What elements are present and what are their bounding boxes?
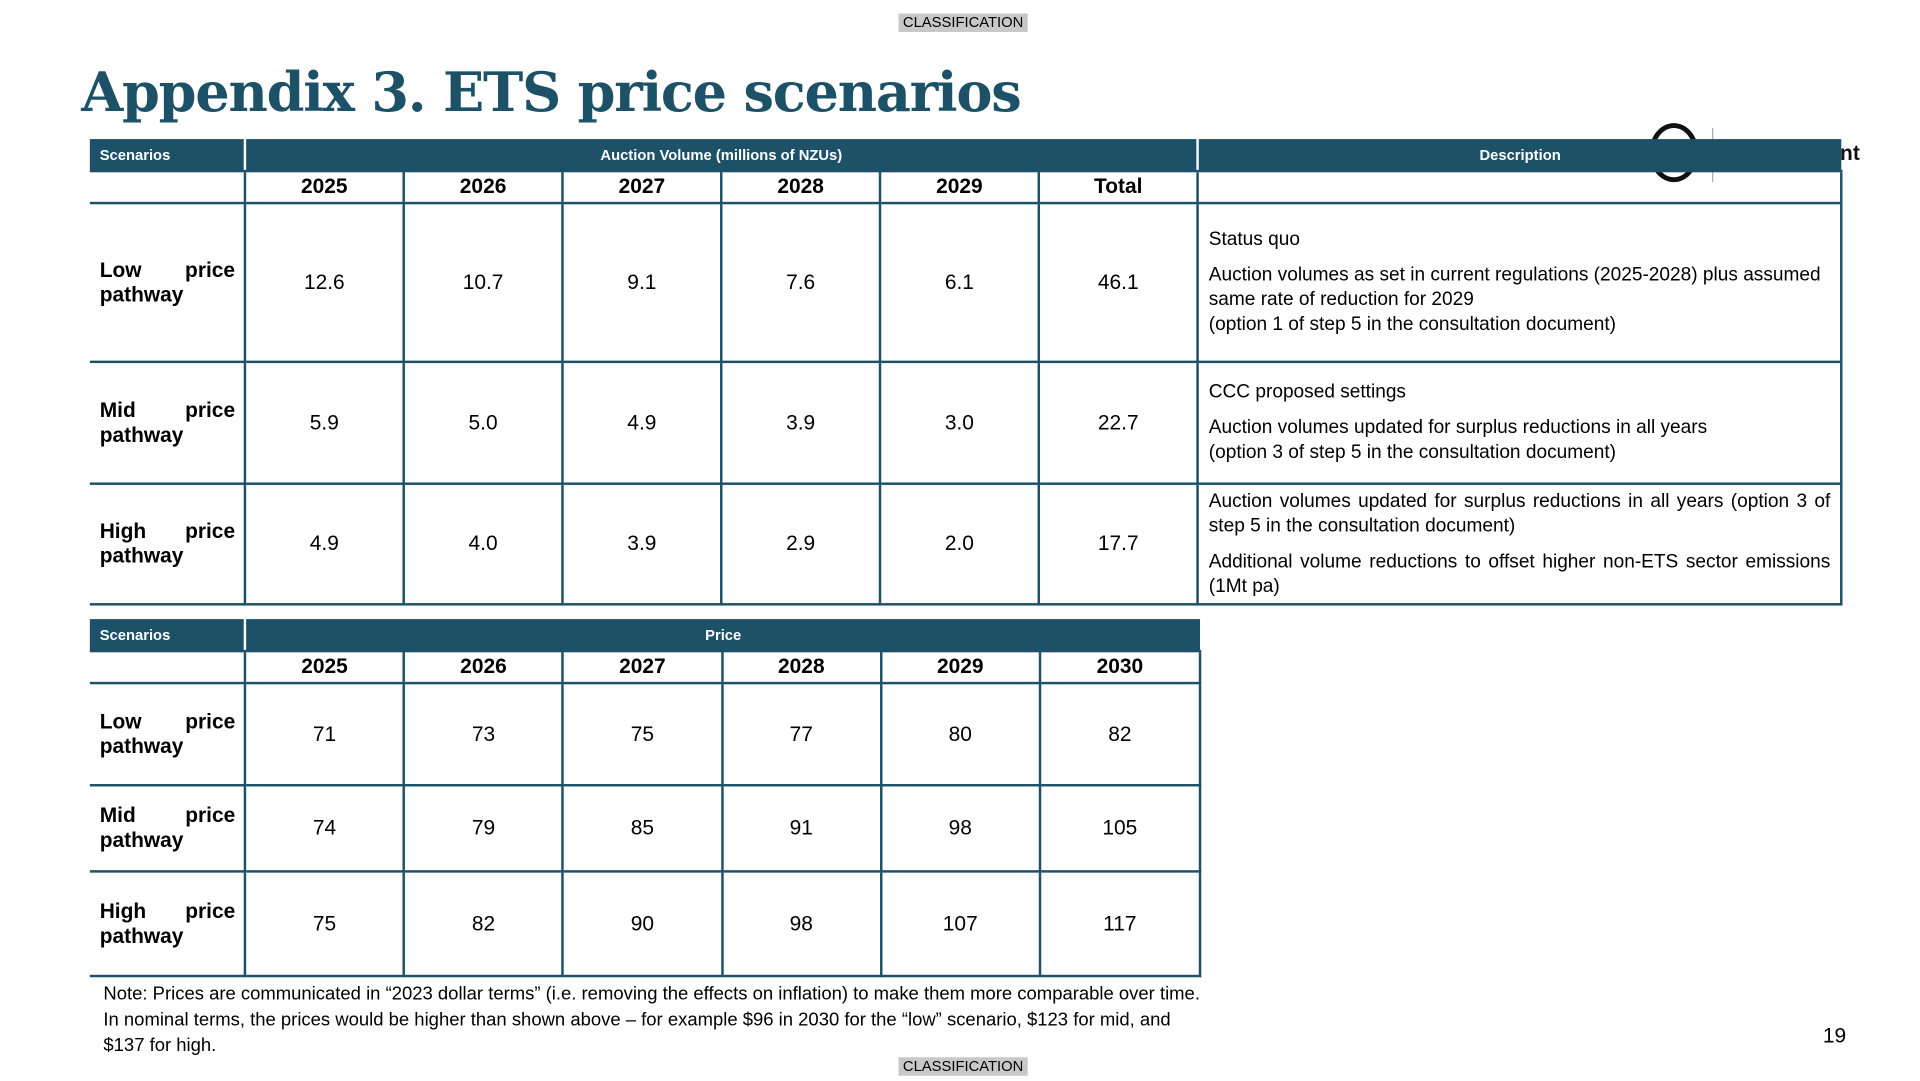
value-cell: 46.1: [1037, 201, 1199, 364]
value-cell: 74: [243, 784, 406, 873]
value-cell: 5.9: [243, 360, 405, 485]
header-scenarios: Scenarios: [89, 139, 247, 173]
value-cell: 98: [720, 870, 883, 978]
description-line: (option 1 of step 5 in the consultation …: [1208, 313, 1616, 335]
value-cell: 3.9: [720, 360, 882, 485]
description-line: (option 3 of step 5 in the consultation …: [1208, 441, 1616, 463]
value-cell: 82: [402, 870, 565, 978]
value-cell: 91: [720, 784, 883, 873]
header-auction-volume: Auction Volume (millions of NZUs): [243, 139, 1199, 173]
value-cell: 22.7: [1037, 360, 1199, 485]
description-text: CCC proposed settings: [1208, 381, 1406, 403]
value-cell: 98: [879, 784, 1041, 873]
value-cell: 4.9: [561, 360, 723, 485]
value-cell: 6.1: [878, 201, 1041, 364]
column-header: 2030: [1038, 649, 1202, 685]
description-cell: Auction volumes updated for surplus redu…: [1196, 482, 1843, 606]
column-header: 2027: [561, 649, 724, 685]
value-cell: 71: [243, 681, 406, 787]
column-header: 2026: [402, 649, 565, 685]
value-cell: 9.1: [561, 201, 723, 364]
table-row: High price pathway 75 82 90 98 107 117: [89, 870, 1202, 978]
value-cell: 3.9: [561, 482, 723, 606]
value-cell: 77: [720, 681, 883, 787]
value-cell: 107: [879, 870, 1041, 978]
classification-header: CLASSIFICATION: [898, 13, 1028, 33]
value-cell: 90: [561, 870, 724, 978]
table-row: Mid price pathway 5.9 5.0 4.9 3.9 3.0 22…: [89, 360, 1843, 485]
scenario-label: High price pathway: [89, 870, 247, 978]
blank-cell: [89, 169, 247, 205]
scenario-label: Mid price pathway: [89, 784, 247, 873]
column-header: 2027: [561, 169, 723, 205]
column-header: 2025: [243, 649, 406, 685]
column-header: 2028: [720, 649, 883, 685]
value-cell: 12.6: [243, 201, 405, 364]
page-number: 19: [1822, 1024, 1847, 1048]
value-cell: 117: [1038, 870, 1202, 978]
header-scenarios: Scenarios: [89, 619, 247, 653]
value-cell: 7.6: [720, 201, 882, 364]
scenario-label: Low price pathway: [89, 201, 247, 364]
column-header: 2029: [878, 169, 1041, 205]
description-text: Auction volumes updated for surplus redu…: [1208, 490, 1831, 537]
column-header: Total: [1037, 169, 1199, 205]
table-row: Mid price pathway 74 79 85 91 98 105: [89, 784, 1202, 873]
description-line: Auction volumes updated for surplus redu…: [1208, 417, 1708, 439]
description-cell: Status quo Auction volumes as set in cur…: [1196, 201, 1843, 364]
value-cell: 75: [243, 870, 406, 978]
blank-cell: [89, 649, 247, 685]
classification-footer: CLASSIFICATION: [898, 1057, 1028, 1076]
value-cell: 80: [879, 681, 1041, 787]
price-note: Note: Prices are communicated in “2023 d…: [103, 983, 1200, 1057]
description-text: Status quo: [1208, 228, 1300, 250]
value-cell: 3.0: [878, 360, 1041, 485]
price-table: Scenarios Price 2025 2026 2027 2028 2029…: [89, 619, 1202, 978]
column-header: 2026: [402, 169, 564, 205]
column-header: 2028: [720, 169, 882, 205]
description-line: Auction volumes as set in current regula…: [1208, 264, 1821, 311]
description-cell: CCC proposed settings Auction volumes up…: [1196, 360, 1843, 485]
scenario-label: Low price pathway: [89, 681, 247, 787]
value-cell: 75: [561, 681, 724, 787]
header-price: Price: [243, 619, 1201, 653]
value-cell: 79: [402, 784, 565, 873]
value-cell: 5.0: [402, 360, 564, 485]
column-header: 2025: [243, 169, 405, 205]
value-cell: 73: [402, 681, 565, 787]
value-cell: 17.7: [1037, 482, 1199, 606]
header-description: Description: [1196, 139, 1842, 173]
value-cell: 2.9: [720, 482, 882, 606]
value-cell: 82: [1038, 681, 1202, 787]
auction-volume-table: Scenarios Auction Volume (millions of NZ…: [89, 139, 1843, 606]
table-row: Low price pathway 71 73 75 77 80 82: [89, 681, 1202, 787]
logo-text: nt: [1840, 141, 1860, 165]
table-row: High price pathway 4.9 4.0 3.9 2.9 2.0 1…: [89, 482, 1843, 606]
scenario-label: High price pathway: [89, 482, 247, 606]
value-cell: 10.7: [402, 201, 564, 364]
page-title: Appendix 3. ETS price scenarios: [81, 61, 1022, 125]
value-cell: 105: [1038, 784, 1202, 873]
description-text: Auction volumes updated for surplus redu…: [1209, 416, 1831, 465]
value-cell: 85: [561, 784, 724, 873]
table-row: Low price pathway 12.6 10.7 9.1 7.6 6.1 …: [89, 201, 1843, 364]
scenario-label: Mid price pathway: [89, 360, 247, 485]
blank-cell: [1196, 169, 1843, 205]
value-cell: 2.0: [878, 482, 1041, 606]
description-text: Auction volumes as set in current regula…: [1209, 263, 1831, 337]
column-header: 2029: [879, 649, 1041, 685]
description-text: Additional volume reductions to offset h…: [1208, 550, 1831, 597]
value-cell: 4.9: [243, 482, 405, 606]
value-cell: 4.0: [402, 482, 564, 606]
